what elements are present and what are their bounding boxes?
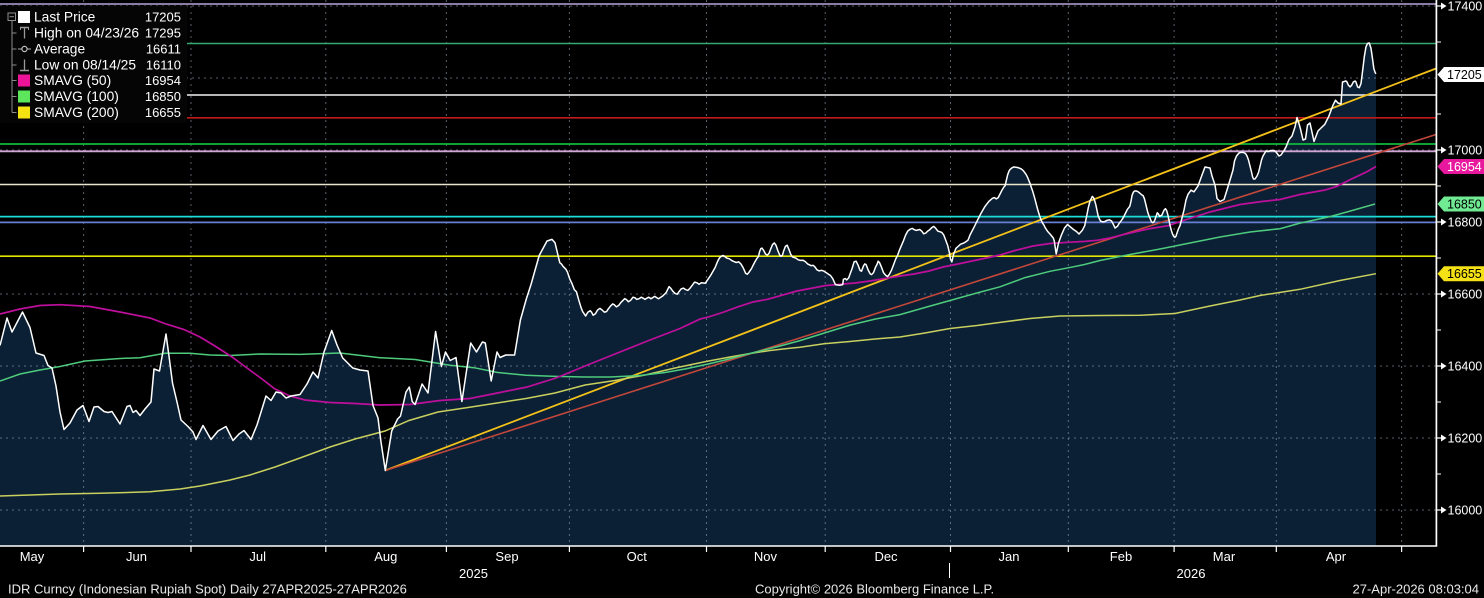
svg-text:Apr: Apr [1326,549,1347,564]
svg-text:16655: 16655 [145,105,181,120]
svg-text:16954: 16954 [145,73,181,88]
svg-text:16600: 16600 [1448,288,1483,302]
svg-text:16400: 16400 [1448,360,1483,374]
svg-text:Oct: Oct [627,549,648,564]
svg-text:16000: 16000 [1448,504,1483,518]
svg-text:SMAVG (200): SMAVG (200) [34,105,119,120]
svg-text:Dec: Dec [874,549,898,564]
svg-text:Jan: Jan [999,549,1020,564]
svg-text:Jul: Jul [249,549,266,564]
svg-text:SMAVG (50): SMAVG (50) [34,73,111,88]
svg-text:16850: 16850 [1447,198,1482,212]
svg-text:17295: 17295 [145,26,181,41]
svg-text:Mar: Mar [1213,549,1236,564]
svg-text:17205: 17205 [145,10,181,25]
svg-text:17400: 17400 [1448,0,1483,14]
svg-text:16611: 16611 [146,42,181,57]
svg-text:Copyright© 2026 Bloomberg Fina: Copyright© 2026 Bloomberg Finance L.P. [755,582,994,597]
svg-text:27-Apr-2026 08:03:04: 27-Apr-2026 08:03:04 [1353,582,1479,597]
svg-text:IDR Curncy (Indonesian Rupiah: IDR Curncy (Indonesian Rupiah Spot) Dail… [8,582,407,597]
svg-text:Feb: Feb [1110,549,1132,564]
svg-text:Sep: Sep [495,549,518,564]
svg-text:2025: 2025 [459,566,488,581]
svg-text:16850: 16850 [145,89,181,104]
svg-text:16800: 16800 [1448,216,1483,230]
svg-text:Nov: Nov [754,549,778,564]
svg-text:16200: 16200 [1448,432,1483,446]
svg-text:May: May [20,549,45,564]
svg-text:SMAVG (100): SMAVG (100) [34,89,119,104]
svg-text:Aug: Aug [374,549,397,564]
svg-text:Average: Average [34,42,85,57]
svg-text:17000: 17000 [1448,144,1483,158]
svg-text:17205: 17205 [1447,68,1482,82]
svg-text:Jun: Jun [126,549,147,564]
svg-text:Low on 08/14/25: Low on 08/14/25 [34,58,136,73]
svg-text:16655: 16655 [1447,267,1482,281]
svg-text:16110: 16110 [146,58,181,73]
svg-text:Last Price: Last Price [34,10,96,25]
svg-text:2026: 2026 [1177,566,1206,581]
svg-text:16954: 16954 [1447,160,1482,174]
svg-text:High on 04/23/26: High on 04/23/26 [34,26,139,41]
